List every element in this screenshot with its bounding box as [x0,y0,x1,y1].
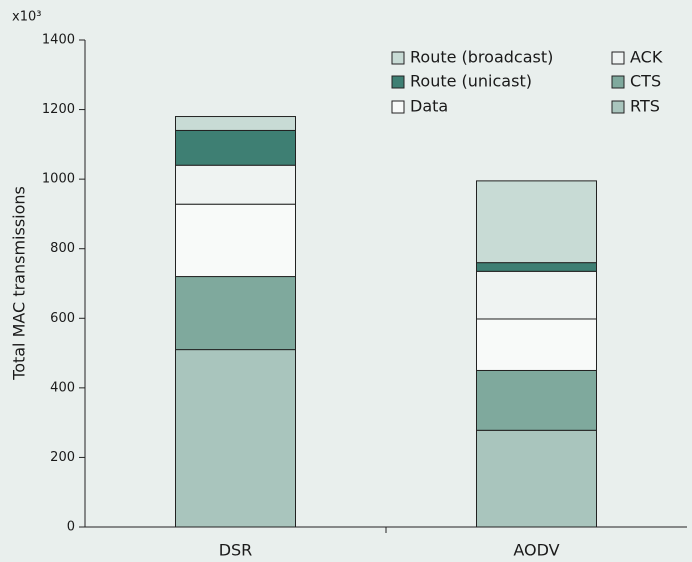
legend-label: Route (unicast) [410,72,532,91]
legend-swatch [611,100,625,114]
y-tick-label: 1400 [42,33,75,48]
x-tick-label: DSR [219,541,253,560]
legend-swatch [391,51,405,65]
bar-segment [175,164,296,205]
legend-label: CTS [630,72,661,91]
bar-segment [476,180,597,264]
bar-segment [476,262,597,272]
legend-swatch [391,75,405,89]
y-tick-label: 0 [67,520,75,535]
bar-segment [175,276,296,351]
y-axis-label: Total MAC transmissions [10,186,29,381]
y-tick-label: 200 [50,450,75,465]
legend-label: ACK [630,48,663,67]
y-tick-label: 600 [50,311,75,326]
legend-swatch [391,100,405,114]
bar-segment [175,349,296,528]
y-tick-label: 1000 [42,172,75,187]
legend-swatch [611,51,625,65]
legend-swatch [611,75,625,89]
bar-segment [476,369,597,431]
bar-segment [175,116,296,131]
bar-segment [175,203,296,278]
y-tick-label: 400 [50,380,75,395]
y-tick-label: 800 [50,241,75,256]
y-tick-label: 1200 [42,102,75,117]
bar-segment [476,270,597,320]
bar-segment [476,429,597,528]
y-unit: x10³ [12,10,41,25]
legend-label: Route (broadcast) [410,48,553,67]
bar-segment [476,318,597,371]
legend-label: RTS [630,97,660,116]
bar-segment [175,129,296,166]
legend-label: Data [410,97,448,116]
x-tick-label: AODV [513,541,559,560]
